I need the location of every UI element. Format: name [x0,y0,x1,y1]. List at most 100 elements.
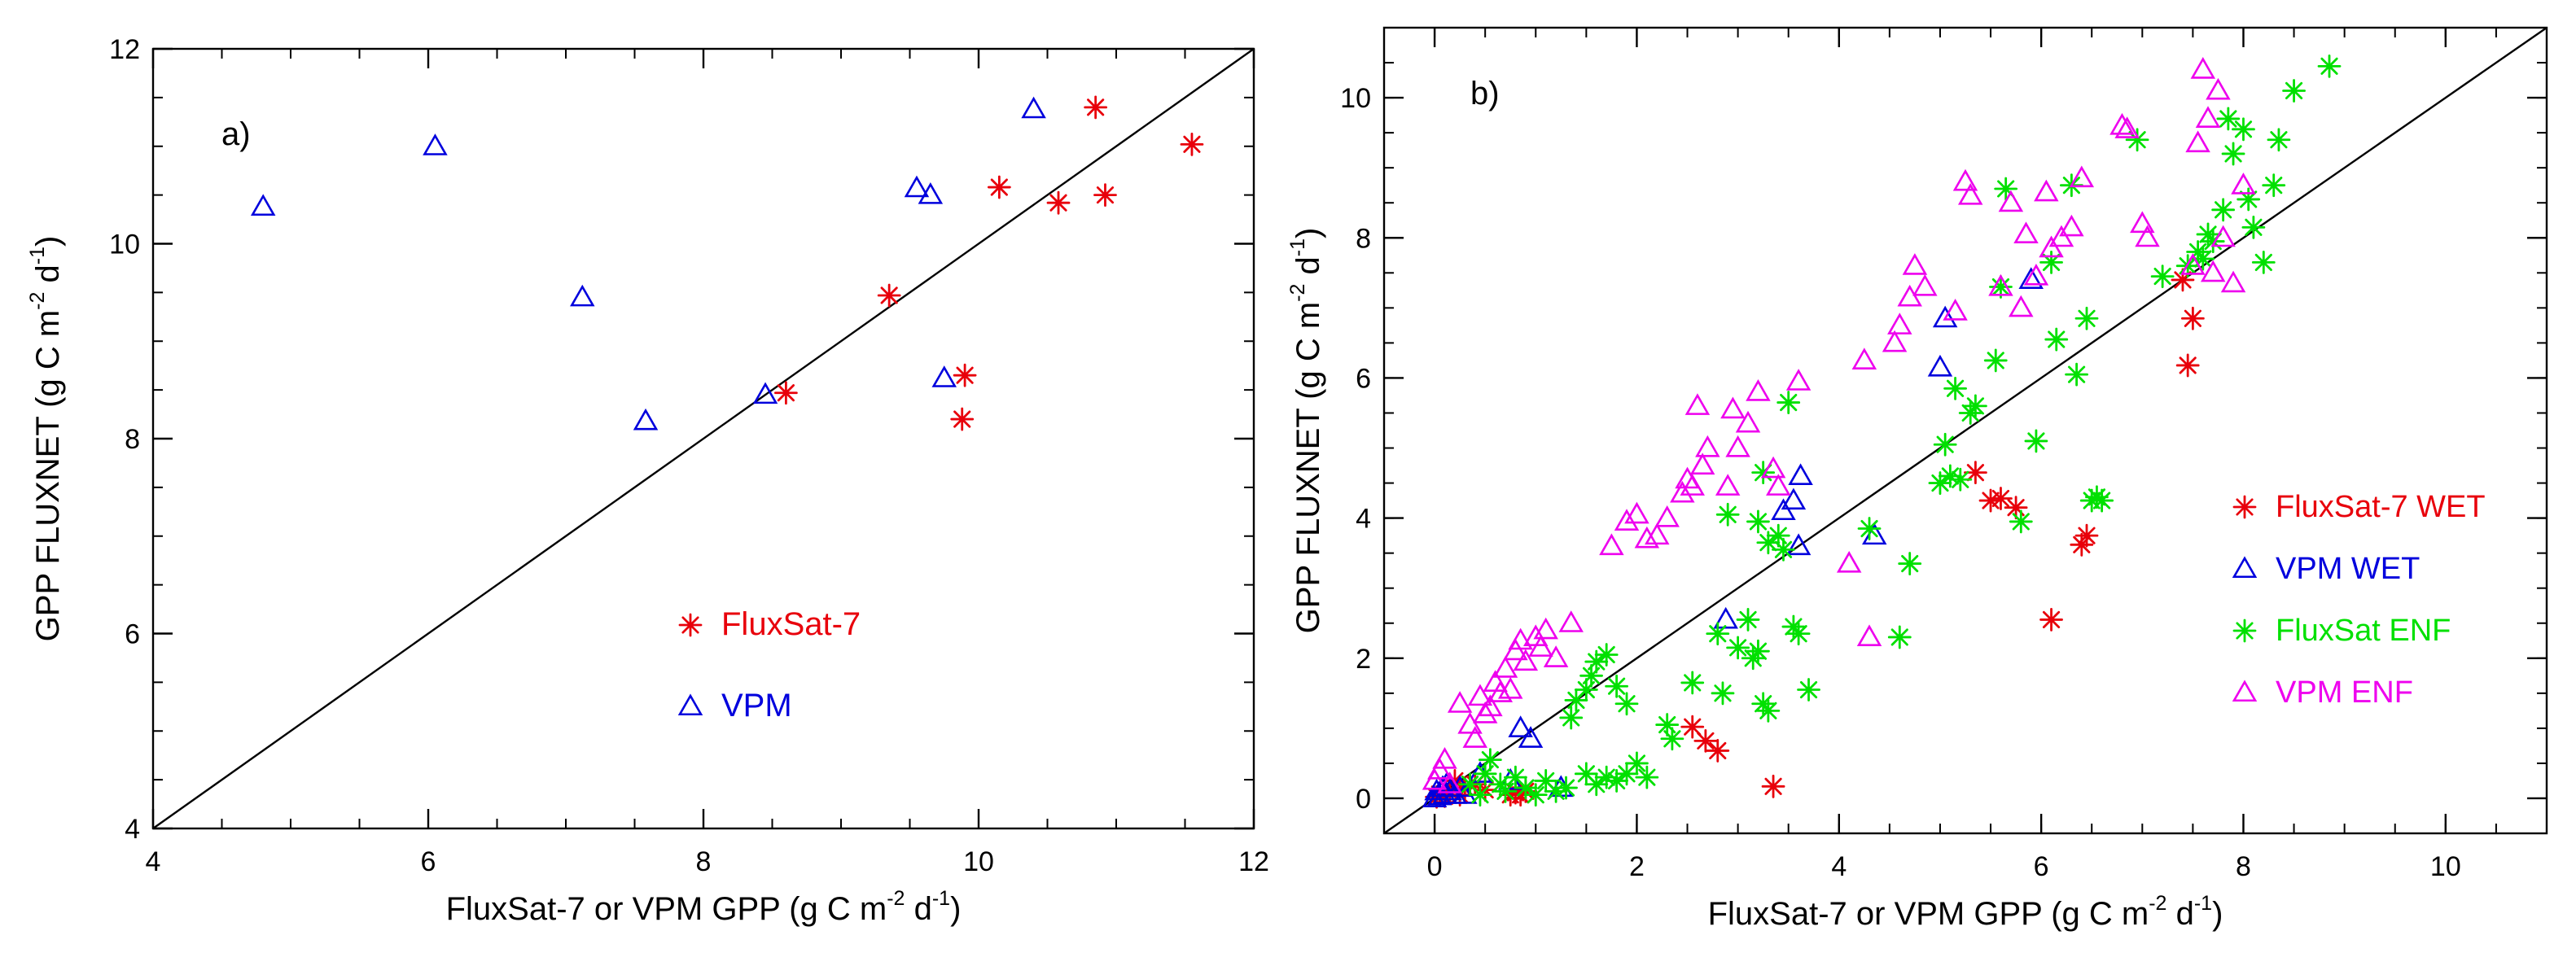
data-point [1625,751,1649,776]
data-point [1927,354,1953,377]
data-point [1543,645,1569,667]
data-point [2009,295,2034,317]
data-point [2059,214,2084,237]
data-point [1518,726,1544,748]
data-point [2251,250,2276,274]
data-point [1654,505,1680,527]
data-point [1473,762,1497,786]
data-point [1645,522,1670,545]
data-point [1544,779,1568,803]
data-point [1599,533,1624,556]
data-point [1746,379,1771,401]
data-point [2180,306,2205,330]
x-tick-label: 4 [1831,851,1847,882]
data-point [2048,225,2074,247]
data-point [1943,376,1967,400]
series-vpm-wet [1422,267,2044,808]
data-point [1487,680,1514,702]
data-point [2013,221,2039,244]
data-point [2171,268,2195,292]
data-point [1574,762,1598,786]
plot-frame [1382,26,2548,835]
data-point [1711,681,1735,706]
data-point [931,365,957,387]
data-point [250,194,276,216]
legend-label: VPM WET [2276,552,2420,586]
data-point [1468,783,1492,807]
series-fluxsat-7 [774,95,1204,431]
data-point [570,284,595,307]
data-point [1670,480,1695,503]
data-point [1635,765,1659,789]
y-axis-label: GPP FLUXNET (g C m-2 d-1) [26,236,66,642]
data-point [1998,190,2024,212]
data-point [1478,748,1502,772]
series-fluxsat-enf [1458,54,2342,807]
data-point [1882,330,1908,352]
data-point [2200,260,2226,282]
data-point [1594,765,1619,789]
y-tick-label: 4 [125,814,140,845]
legend-item: FluxSat-7 WET [2232,490,2486,524]
data-point [1492,656,1518,678]
data-point [2039,608,2063,632]
data-point [1776,391,1801,414]
data-point [2220,270,2246,293]
data-point [1788,463,1813,486]
data-point [1751,692,1776,716]
x-tick-label: 4 [146,846,161,877]
data-point [953,363,977,387]
data-point [1558,610,1584,632]
data-point [2262,173,2286,198]
data-point [2114,116,2140,138]
data-point [2044,327,2069,352]
data-point [2023,263,2049,286]
data-point [2090,488,2114,513]
data-point [1457,711,1483,734]
panel-label: b) [1470,76,1500,111]
data-point [1720,396,1746,419]
data-point [2109,112,2135,135]
data-point [1084,95,1108,120]
data-point [1437,771,1462,793]
legend-marker [677,693,703,716]
data-point [1715,474,1741,496]
x-tick-label: 6 [421,846,436,877]
legend-marker [678,613,703,637]
legend-label: VPM [721,688,792,723]
data-point [1594,643,1619,667]
data-point [1508,715,1533,737]
data-point [2195,106,2221,128]
legend-item: VPM WET [2232,552,2420,586]
data-point [1902,253,1928,275]
data-point [1786,622,1811,646]
data-point [2034,179,2059,202]
data-point [1948,467,1973,492]
data-point [2191,247,2215,271]
data-point [1756,698,1781,723]
panel-a: 4 6 8 10 12 4 6 8 10 12 a) FluxSat-7 VPM FluxSat-7 or… [26,34,1269,927]
data-point [1898,552,1922,575]
data-point [1928,471,1952,495]
data-point [2004,496,2028,520]
data-point [1504,765,1527,789]
data-point [1957,182,1983,205]
y-tick-label: 10 [109,229,140,260]
one-to-one-line [1384,28,2547,833]
data-point [1943,299,1968,321]
y-axis-label: GPP FLUXNET (g C m-2 d-1) [1286,228,1326,634]
x-tick-label: 12 [1238,846,1269,877]
data-point [1766,474,1791,496]
data-point [1726,636,1750,660]
x-tick-label: 10 [2430,851,2461,882]
data-point [1513,649,1539,671]
data-point [1458,772,1482,797]
data-point [2232,117,2255,142]
data-point [1528,635,1553,657]
panel-label: a) [221,116,251,152]
data-point [2175,353,2200,378]
data-point [1422,767,1448,790]
legend-label: FluxSat-7 [721,606,861,642]
legend-item: VPM [677,688,792,723]
